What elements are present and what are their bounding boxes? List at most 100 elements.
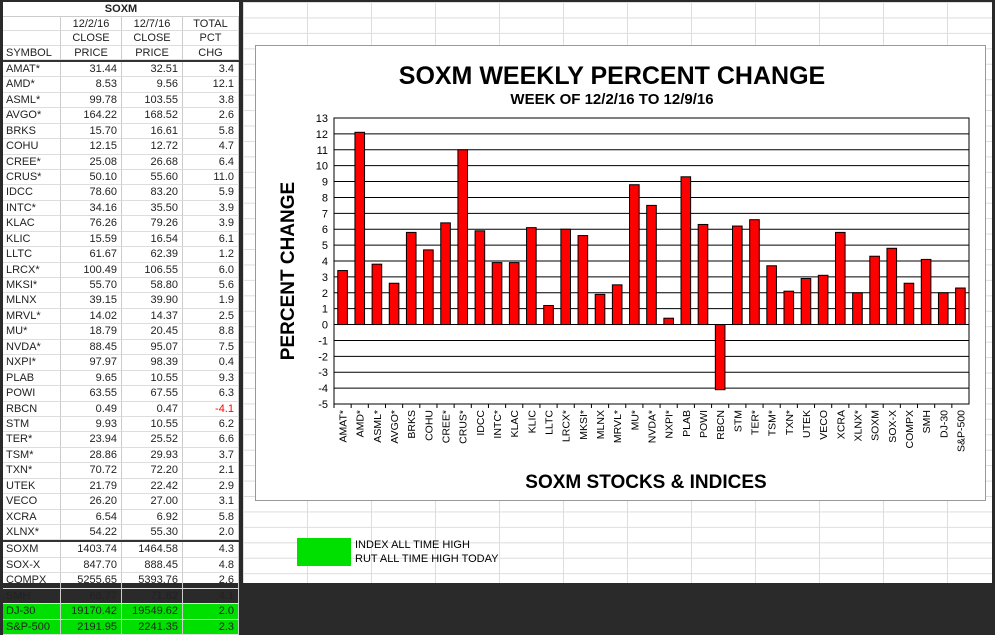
price-12-7-cell[interactable]: 19549.62 — [122, 604, 183, 620]
price-12-7-cell[interactable]: 10.55 — [122, 416, 183, 433]
price-12-7-cell[interactable]: 67.55 — [122, 386, 183, 402]
symbol-cell[interactable]: POWI — [3, 386, 61, 402]
price-12-7-cell[interactable]: 888.45 — [122, 557, 183, 574]
price-12-2-cell[interactable]: 8.53 — [61, 77, 122, 93]
pct-chg-cell[interactable]: TOTAL — [183, 17, 239, 32]
pct-chg-cell[interactable]: 3.7 — [183, 447, 239, 464]
price-12-2-cell[interactable]: 9.65 — [61, 370, 122, 387]
price-12-7-cell[interactable]: 20.45 — [122, 324, 183, 340]
pct-chg-cell[interactable]: 8.8 — [183, 324, 239, 340]
pct-chg-cell[interactable]: 6.1 — [183, 231, 239, 248]
price-12-2-cell[interactable]: 9.93 — [61, 416, 122, 433]
price-12-7-cell[interactable]: 168.52 — [122, 108, 183, 124]
price-12-2-cell[interactable]: 63.55 — [61, 386, 122, 402]
pct-chg-cell[interactable]: 5.8 — [183, 123, 239, 140]
price-12-7-cell[interactable]: PRICE — [122, 45, 183, 60]
symbol-cell[interactable]: SOX-X — [3, 557, 61, 574]
price-12-7-cell[interactable]: 27.00 — [122, 494, 183, 510]
price-12-2-cell[interactable]: 25.08 — [61, 154, 122, 170]
price-12-2-cell[interactable]: 5255.65 — [61, 573, 122, 589]
pct-chg-cell[interactable]: 5.8 — [183, 509, 239, 526]
price-12-7-cell[interactable]: 22.42 — [122, 478, 183, 495]
pct-chg-cell[interactable]: 3.1 — [183, 494, 239, 510]
symbol-cell[interactable]: NXPI* — [3, 355, 61, 371]
price-12-7-cell[interactable]: 55.60 — [122, 169, 183, 186]
price-12-2-cell[interactable]: 55.70 — [61, 278, 122, 294]
price-12-2-cell[interactable]: 88.45 — [61, 339, 122, 356]
price-12-2-cell[interactable]: 21.79 — [61, 478, 122, 495]
symbol-cell[interactable]: NVDA* — [3, 339, 61, 356]
symbol-cell[interactable]: STM — [3, 416, 61, 433]
pct-chg-cell[interactable]: 2.0 — [183, 525, 239, 541]
symbol-cell[interactable]: COHU — [3, 139, 61, 155]
price-12-7-cell[interactable]: CLOSE — [122, 31, 183, 46]
symbol-cell[interactable] — [3, 31, 61, 46]
pct-chg-cell[interactable]: 2.6 — [183, 108, 239, 124]
price-12-7-cell[interactable]: 14.37 — [122, 308, 183, 325]
pct-chg-cell[interactable]: 7.5 — [183, 339, 239, 356]
symbol-cell[interactable]: TSM* — [3, 447, 61, 464]
pct-chg-cell[interactable]: 6.6 — [183, 432, 239, 448]
pct-chg-cell[interactable]: 4.8 — [183, 557, 239, 574]
price-12-7-cell[interactable]: 95.07 — [122, 339, 183, 356]
price-12-2-cell[interactable]: 0.49 — [61, 401, 122, 417]
pct-chg-cell[interactable]: 6.0 — [183, 262, 239, 279]
price-12-2-cell[interactable]: 99.78 — [61, 92, 122, 109]
symbol-cell[interactable]: TXN* — [3, 463, 61, 479]
symbol-cell[interactable]: KLIC — [3, 231, 61, 248]
price-12-2-cell[interactable]: 1403.74 — [61, 542, 122, 558]
price-12-7-cell[interactable]: 6.92 — [122, 509, 183, 526]
symbol-cell[interactable]: PLAB — [3, 370, 61, 387]
symbol-cell[interactable]: VECO — [3, 494, 61, 510]
price-12-2-cell[interactable]: 12.15 — [61, 139, 122, 155]
symbol-cell[interactable]: AMAT* — [3, 61, 61, 78]
pct-chg-cell[interactable]: 2.3 — [183, 619, 239, 635]
price-12-7-cell[interactable]: 79.26 — [122, 216, 183, 232]
symbol-cell[interactable]: S&P-500 — [3, 619, 61, 635]
price-12-2-cell[interactable]: 61.67 — [61, 247, 122, 263]
symbol-cell[interactable]: SYMBOL — [3, 45, 61, 60]
symbol-cell[interactable]: AMD* — [3, 77, 61, 93]
symbol-cell[interactable]: IDCC — [3, 185, 61, 201]
price-12-2-cell[interactable]: 18.79 — [61, 324, 122, 340]
pct-chg-cell[interactable]: 12.1 — [183, 77, 239, 93]
price-12-2-cell[interactable]: 26.20 — [61, 494, 122, 510]
price-12-7-cell[interactable]: 106.55 — [122, 262, 183, 279]
price-12-2-cell[interactable]: 12/2/16 — [61, 17, 122, 32]
price-12-7-cell[interactable]: 103.55 — [122, 92, 183, 109]
price-12-2-cell[interactable]: 97.97 — [61, 355, 122, 371]
pct-chg-cell[interactable]: 4.3 — [183, 542, 239, 558]
symbol-cell[interactable]: INTC* — [3, 200, 61, 217]
pct-chg-cell[interactable]: 1.9 — [183, 293, 239, 309]
symbol-cell[interactable]: ASML* — [3, 92, 61, 109]
pct-chg-cell[interactable]: -4.1 — [183, 401, 239, 417]
price-12-2-cell[interactable]: 50.10 — [61, 169, 122, 186]
pct-chg-cell[interactable]: 2.6 — [183, 573, 239, 589]
price-12-2-cell[interactable]: 100.49 — [61, 262, 122, 279]
price-12-7-cell[interactable]: 55.30 — [122, 525, 183, 541]
price-12-7-cell[interactable]: 29.93 — [122, 447, 183, 464]
price-12-7-cell[interactable]: 2241.35 — [122, 619, 183, 635]
pct-chg-cell[interactable]: PCT — [183, 31, 239, 46]
pct-chg-cell[interactable]: 3.9 — [183, 200, 239, 217]
price-12-7-cell[interactable]: 12/7/16 — [122, 17, 183, 32]
price-12-2-cell[interactable]: 31.44 — [61, 61, 122, 78]
price-12-7-cell[interactable]: 71.62 — [122, 588, 183, 605]
price-12-2-cell[interactable]: 76.26 — [61, 216, 122, 232]
pct-chg-cell[interactable]: 4.7 — [183, 139, 239, 155]
price-12-2-cell[interactable]: 54.22 — [61, 525, 122, 541]
price-12-2-cell[interactable]: 78.60 — [61, 185, 122, 201]
symbol-cell[interactable]: XCRA — [3, 509, 61, 526]
price-12-2-cell[interactable]: 2191.95 — [61, 619, 122, 635]
pct-chg-cell[interactable]: 5.6 — [183, 278, 239, 294]
pct-chg-cell[interactable]: 1.2 — [183, 247, 239, 263]
price-12-7-cell[interactable]: 25.52 — [122, 432, 183, 448]
price-12-7-cell[interactable]: 9.56 — [122, 77, 183, 93]
pct-chg-cell[interactable]: CHG — [183, 45, 239, 60]
price-12-2-cell[interactable]: 19170.42 — [61, 604, 122, 620]
pct-chg-cell[interactable]: 4.1 — [183, 588, 239, 605]
symbol-cell[interactable]: COMPX — [3, 573, 61, 589]
price-12-7-cell[interactable]: 1464.58 — [122, 542, 183, 558]
pct-chg-cell[interactable]: 2.1 — [183, 463, 239, 479]
price-12-7-cell[interactable]: 0.47 — [122, 401, 183, 417]
